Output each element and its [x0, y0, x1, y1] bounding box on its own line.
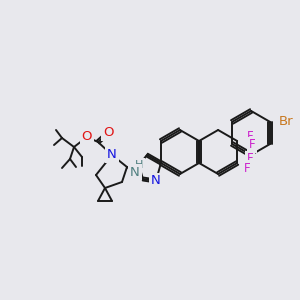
Text: N: N	[130, 166, 140, 178]
Text: H: H	[135, 160, 143, 170]
Text: F: F	[247, 130, 253, 143]
Text: F: F	[244, 161, 250, 175]
Text: N: N	[151, 175, 161, 188]
Text: N: N	[107, 148, 117, 161]
Text: F: F	[247, 152, 253, 166]
Text: O: O	[103, 127, 113, 140]
Text: O: O	[82, 130, 92, 143]
Text: F: F	[249, 139, 256, 152]
Text: Br: Br	[279, 116, 293, 128]
